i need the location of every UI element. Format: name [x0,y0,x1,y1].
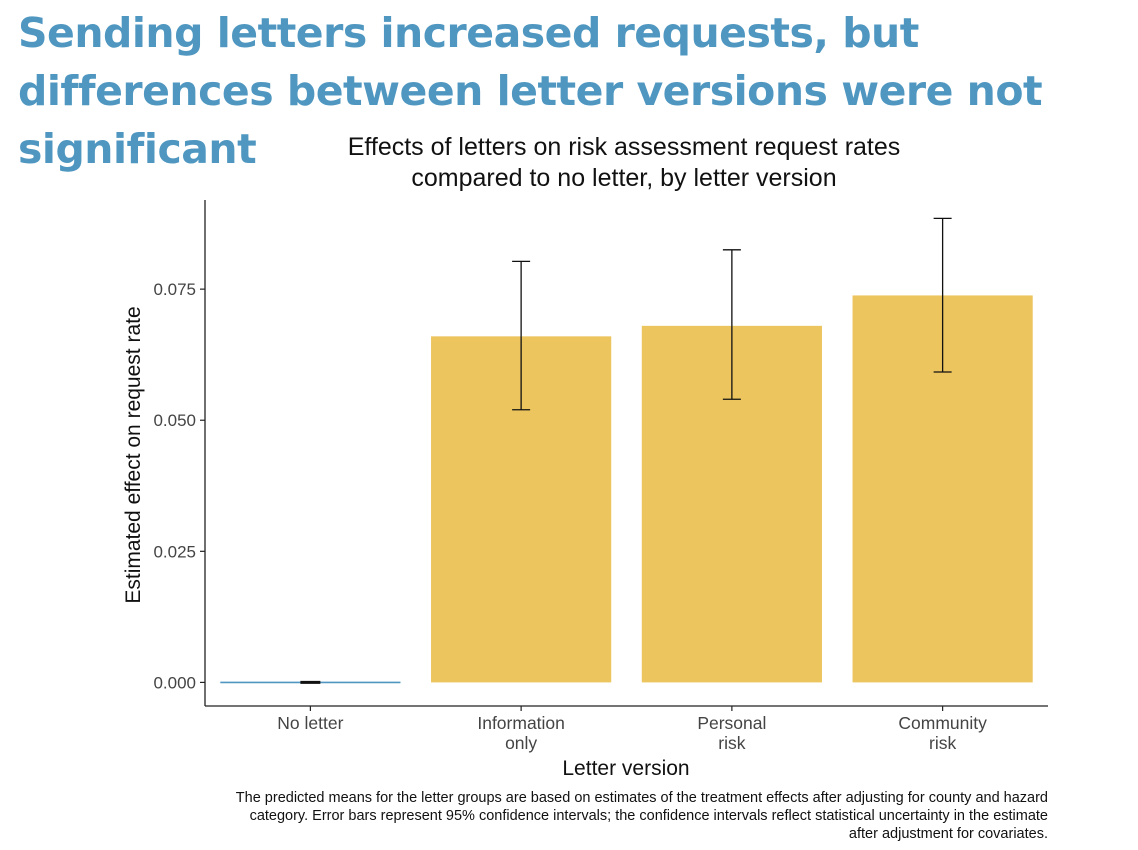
y-tick-labels: 0.000 0.025 0.050 0.075 [153,280,205,692]
chart-title-line: Effects of letters on risk assessment re… [348,133,901,161]
y-tick-label: 0.075 [153,280,196,299]
x-tick-label: Information only [477,713,565,753]
error-bar [512,260,531,411]
x-axis-label: Letter version [562,757,689,780]
y-tick-label: 0.000 [153,673,196,692]
x-tick-labels: No letter Information only Personal risk Comm… [277,706,987,753]
chart-bars [220,295,1033,684]
error-bar [722,249,741,400]
x-tick-label: Personal risk [697,713,766,753]
y-axis-label: Estimated effect on request rate [122,306,145,603]
chart-error-bars [300,217,952,684]
y-tick-label: 0.050 [153,411,196,430]
chart-axes [204,200,1048,707]
y-tick-label: 0.025 [153,542,196,561]
page-headline: Sending letters increased requests, but … [18,9,1043,173]
chart-title: Effects of letters on risk assessment re… [348,133,901,192]
x-tick-label: No letter [277,713,343,733]
x-tick-label: Community risk [898,713,987,753]
chart-caption: The predicted means for the letter group… [235,790,1048,842]
chart-title-line: compared to no letter, by letter version [411,164,836,192]
error-bar [933,217,952,373]
